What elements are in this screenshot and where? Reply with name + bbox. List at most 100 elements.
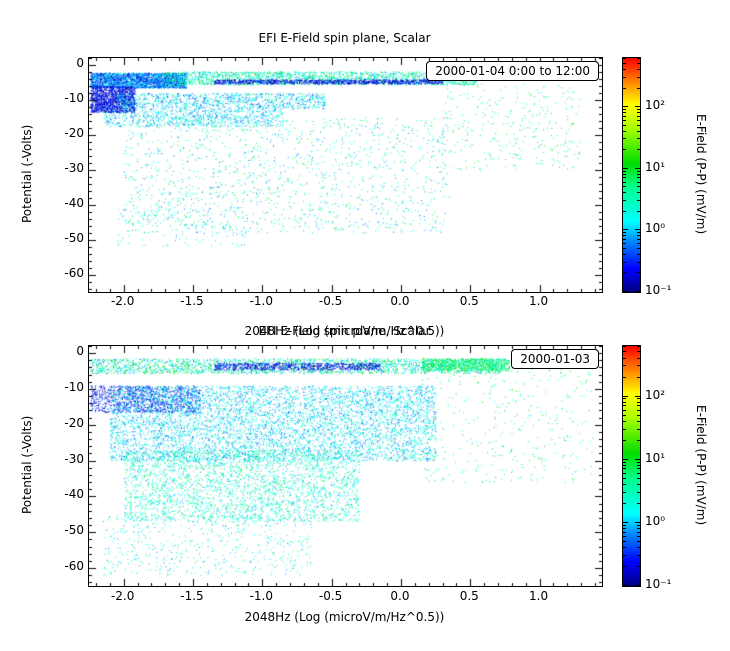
colorbar-minor-tick <box>623 351 626 352</box>
colorbar-minor-tick <box>637 473 640 474</box>
x-tick-label: -2.0 <box>110 294 135 308</box>
colorbar-tick <box>635 396 640 397</box>
colorbar-minor-tick <box>623 272 626 273</box>
x-axis-label-bottom: 2048Hz (Log (microV/m/Hz^0.5)) <box>244 610 445 624</box>
colorbar-minor-tick <box>637 63 640 64</box>
colorbar-minor-tick <box>637 174 640 175</box>
colorbar-minor-tick <box>623 192 626 193</box>
x-tick-label: -0.5 <box>318 589 343 603</box>
colorbar-minor-tick <box>623 138 626 139</box>
colorbar-tick <box>635 168 640 169</box>
legend-box-bottom: 2000-01-03 <box>511 349 599 369</box>
colorbar-tick-label: 10² <box>645 98 666 113</box>
colorbar-minor-tick <box>637 429 640 430</box>
colorbar-tick <box>623 585 628 586</box>
y-axis-label-bottom: Potential (-Volts) <box>20 415 34 515</box>
colorbar-minor-tick <box>637 365 640 366</box>
legend-label-bottom: 2000-01-03 <box>520 352 590 366</box>
y-tick-label: 0 <box>76 344 84 359</box>
colorbar-minor-tick <box>623 125 626 126</box>
colorbar-tick <box>623 522 628 523</box>
colorbar-minor-tick <box>637 468 640 469</box>
colorbar-tick <box>635 522 640 523</box>
y-tick-label: -30 <box>64 160 84 175</box>
colorbar-minor-tick <box>623 109 626 110</box>
colorbar-minor-tick <box>623 254 626 255</box>
colorbar-tick <box>635 229 640 230</box>
colorbar-minor-tick <box>637 88 640 89</box>
colorbar-minor-tick <box>623 182 626 183</box>
colorbar-tick <box>635 106 640 107</box>
colorbar-tick <box>623 396 628 397</box>
colorbar-minor-tick <box>637 547 640 548</box>
colorbar-minor-tick <box>623 377 626 378</box>
colorbar-minor-tick <box>637 465 640 466</box>
y-tick-label: -20 <box>64 415 84 430</box>
colorbar-minor-tick <box>623 532 626 533</box>
colorbar-minor-tick <box>623 235 626 236</box>
colorbar-minor-tick <box>623 248 626 249</box>
colorbar-minor-tick <box>623 346 626 347</box>
colorbar-minor-tick <box>637 177 640 178</box>
colorbar-minor-tick <box>623 262 626 263</box>
colorbar-tick-label: 10¹ <box>645 450 666 465</box>
colorbar-tick <box>623 229 628 230</box>
colorbar-minor-tick <box>637 192 640 193</box>
colorbar-minor-tick <box>637 232 640 233</box>
y-tick-label: -20 <box>64 125 84 140</box>
colorbar-minor-tick <box>637 410 640 411</box>
chart-title-bottom: EFI E-Field spin plane, Scalar <box>258 324 431 338</box>
colorbar-minor-tick <box>623 69 626 70</box>
colorbar-minor-tick <box>637 138 640 139</box>
colorbar-minor-tick <box>623 525 626 526</box>
colorbar-minor-tick <box>637 171 640 172</box>
colorbar-minor-tick <box>637 478 640 479</box>
y-tick-label: -50 <box>64 523 84 538</box>
y-tick-label: -40 <box>64 195 84 210</box>
colorbar-minor-tick <box>637 503 640 504</box>
colorbar-tick-label: 10⁻¹ <box>645 283 672 297</box>
colorbar-minor-tick <box>623 484 626 485</box>
x-tick-label: 1.0 <box>529 589 549 603</box>
colorbar-minor-tick <box>623 358 626 359</box>
colorbar-tick <box>635 459 640 460</box>
colorbar-minor-tick <box>623 473 626 474</box>
colorbar-minor-tick <box>623 112 626 113</box>
colorbar-tick <box>623 106 628 107</box>
colorbar-minor-tick <box>623 421 626 422</box>
colorbar-minor-tick <box>623 174 626 175</box>
colorbar-minor-tick <box>637 149 640 150</box>
colorbar-minor-tick <box>637 182 640 183</box>
colorbar-minor-tick <box>637 125 640 126</box>
colorbar-tick <box>623 459 628 460</box>
colorbar-minor-tick <box>623 131 626 132</box>
legend-label-top: 2000-01-04 0:00 to 12:00 <box>435 64 590 78</box>
colorbar-minor-tick <box>623 555 626 556</box>
y-tick-label: -60 <box>64 559 84 574</box>
colorbar-minor-tick <box>637 248 640 249</box>
x-tick-label: -1.0 <box>249 294 273 308</box>
colorbar-minor-tick <box>623 63 626 64</box>
colorbar-tick-label: 10² <box>645 387 666 402</box>
x-tick-label: 0.0 <box>390 294 410 308</box>
colorbar-tick <box>623 291 628 292</box>
colorbar-minor-tick <box>637 131 640 132</box>
colorbar-minor-tick <box>637 200 640 201</box>
colorbar-minor-tick <box>623 171 626 172</box>
colorbar-minor-tick <box>623 88 626 89</box>
x-axis-label-top: 2048Hz (Log (microV/m/Hz^0.5)) <box>244 324 445 338</box>
y-tick-label: -60 <box>64 265 84 280</box>
y-axis-label-top: Potential (-Volts) <box>20 124 34 224</box>
colorbar-minor-tick <box>637 402 640 403</box>
colorbar-minor-tick <box>623 149 626 150</box>
colorbar-minor-tick <box>623 415 626 416</box>
colorbar-minor-tick <box>637 235 640 236</box>
colorbar-minor-tick <box>623 243 626 244</box>
colorbar-minor-tick <box>637 566 640 567</box>
colorbar-minor-tick <box>637 58 640 59</box>
colorbar-label-top: E-Field (P-P) (mV/m) <box>694 113 708 235</box>
colorbar-tick <box>635 291 640 292</box>
colorbar-minor-tick <box>637 421 640 422</box>
colorbar-minor-tick <box>623 186 626 187</box>
